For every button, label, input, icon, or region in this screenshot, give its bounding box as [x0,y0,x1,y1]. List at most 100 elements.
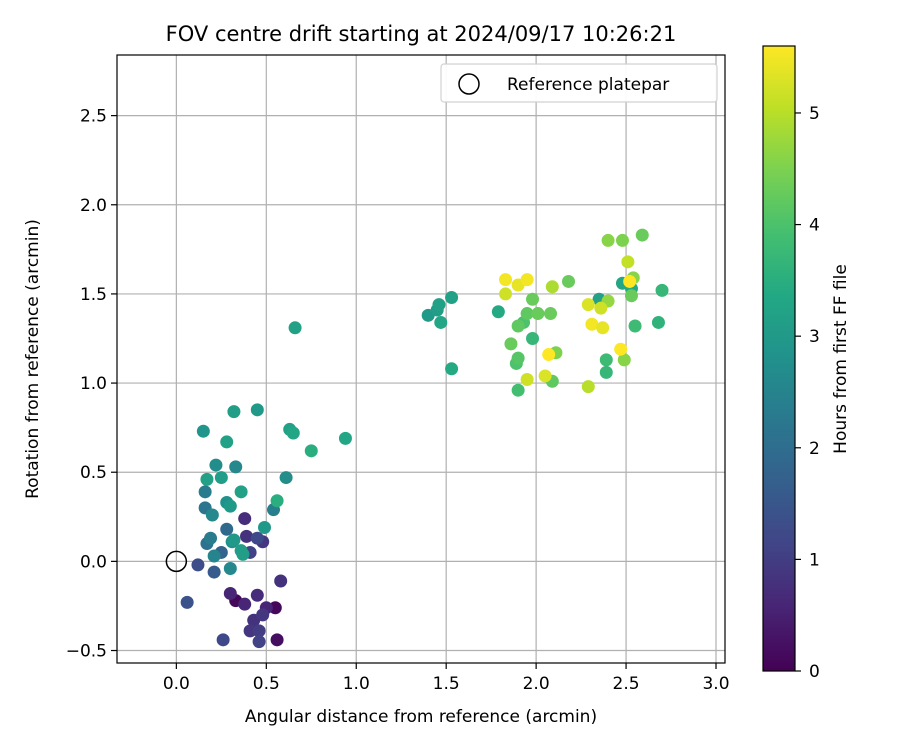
scatter-points [180,228,669,649]
reference-point-marker [165,550,188,573]
data-point [628,319,642,333]
data-point [520,273,534,287]
data-point [621,255,635,269]
data-point [596,321,610,335]
data-point [236,547,250,561]
legend-box [440,63,718,103]
colorbar-tick-label: 0 [809,662,820,682]
data-point [520,373,534,387]
data-point [270,494,284,508]
chart-title: FOV centre drift starting at 2024/09/17 … [166,22,677,46]
data-point [432,298,446,312]
data-point [594,301,608,315]
data-point [511,351,525,365]
data-point [207,565,221,579]
data-point [279,471,293,485]
data-point [581,380,595,394]
data-point [227,533,241,547]
data-point [220,435,234,449]
data-point [531,307,545,321]
data-point [250,588,264,602]
data-point [491,305,505,319]
data-point [538,369,552,383]
data-point [499,287,513,301]
y-tick-label: 1.0 [80,374,107,394]
x-tick-label: 3.0 [702,674,729,694]
data-point [655,283,669,297]
colorbar-tick-label: 3 [809,327,820,347]
colorbar-tick-label: 5 [809,104,820,124]
data-point [544,307,558,321]
data-point [220,522,234,536]
x-axis-label: Angular distance from reference (arcmin) [245,707,597,727]
data-point [200,472,214,486]
data-point [615,233,629,247]
legend-reference-label: Reference platepar [507,75,669,95]
data-point [499,273,513,287]
y-axis-label: Rotation from reference (arcmin) [23,219,43,499]
data-point [445,290,459,304]
colorbar: 0 1 2 3 4 5 Hours from first FF file [762,45,851,682]
data-point [223,562,237,576]
x-axis-ticks: 0.0 0.5 1.0 1.5 2.0 2.5 3.0 [163,663,730,694]
y-tick-label: 1.5 [80,285,107,305]
data-point [338,431,352,445]
data-point [599,353,613,367]
data-point [204,531,218,545]
data-point [434,315,448,329]
data-point [214,471,228,485]
data-point [240,529,254,543]
y-axis-ticks: −0.5 0.0 0.5 1.0 1.5 2.0 2.5 [66,107,117,662]
x-tick-label: 2.0 [523,674,550,694]
data-point [209,458,223,472]
data-point [229,460,243,474]
data-point [304,444,318,458]
data-point [585,317,599,331]
y-tick-label: 0.0 [80,552,107,572]
data-point [238,597,252,611]
data-point [504,337,518,351]
colorbar-ticks: 0 1 2 3 4 5 [795,104,820,682]
data-point [542,348,556,362]
y-tick-label: 0.5 [80,463,107,483]
data-point [599,365,613,379]
data-point [216,633,230,647]
data-point [274,574,288,588]
data-point [250,403,264,417]
data-point [205,508,219,522]
colorbar-tick-label: 1 [809,550,820,570]
data-point [268,601,282,615]
x-tick-label: 0.0 [163,674,190,694]
data-point [227,405,241,419]
data-point [250,531,264,545]
data-point [601,233,615,247]
data-point [526,292,540,306]
colorbar-label: Hours from first FF file [831,264,851,454]
data-point [243,624,257,638]
data-point [252,635,266,649]
data-point [614,342,628,356]
data-point [545,280,559,294]
data-point [198,485,212,499]
y-tick-label: 2.5 [80,107,107,127]
plot-frame [116,54,726,664]
data-point [651,315,665,329]
colorbar-gradient [762,45,796,672]
data-point [581,298,595,312]
data-point [196,424,210,438]
data-point [635,228,649,242]
data-point [445,362,459,376]
data-point [520,307,534,321]
data-point [286,426,300,440]
data-point [238,512,252,526]
data-point [180,595,194,609]
data-point [252,624,266,638]
data-point [191,558,205,572]
data-point [511,383,525,397]
y-tick-label: 2.0 [80,196,107,216]
legend-reference-marker [458,73,480,95]
data-point [223,586,237,600]
x-tick-label: 1.0 [343,674,370,694]
data-point [526,331,540,345]
